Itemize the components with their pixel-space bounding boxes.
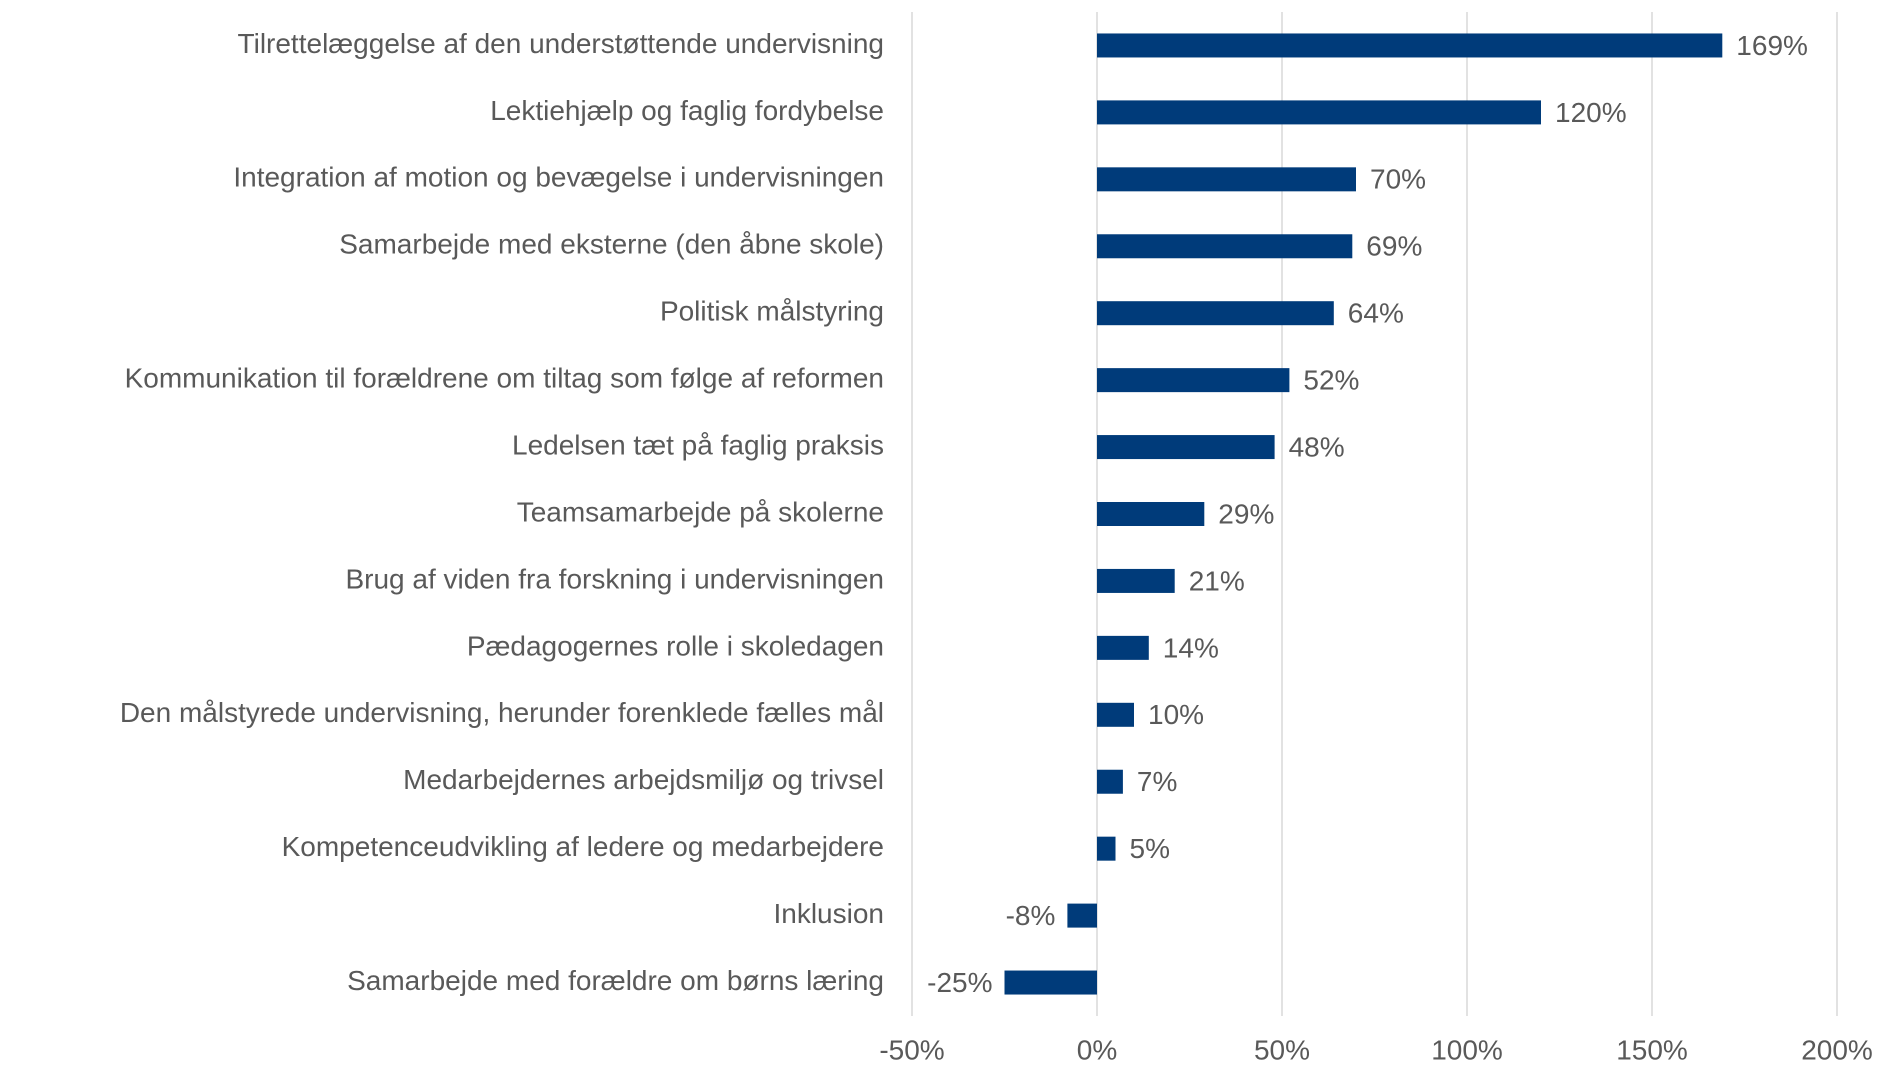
- value-label: 14%: [1163, 632, 1219, 663]
- value-label: 52%: [1303, 365, 1359, 396]
- y-tick-label: Tilrettelæggelse af den understøttende u…: [238, 28, 884, 59]
- bar: [1097, 769, 1123, 794]
- bar: [1097, 635, 1149, 660]
- y-tick-label: Lektiehjælp og faglig fordybelse: [490, 95, 884, 126]
- value-label: 69%: [1366, 231, 1422, 262]
- y-tick-label: Politisk målstyring: [660, 296, 884, 327]
- y-tick-label: Ledelsen tæt på faglig praksis: [512, 429, 884, 460]
- y-tick-label: Medarbejdernes arbejdsmiljø og trivsel: [403, 764, 884, 795]
- x-tick-label: 50%: [1254, 1034, 1310, 1065]
- bar: [1097, 234, 1353, 259]
- y-tick-label: Samarbejde med forældre om børns læring: [347, 965, 884, 996]
- y-tick-label: Kompetenceudvikling af ledere og medarbe…: [282, 831, 884, 862]
- bar: [1097, 702, 1134, 727]
- y-tick-label: Samarbejde med eksterne (den åbne skole): [339, 229, 884, 260]
- bar: [1097, 836, 1116, 861]
- value-label: 10%: [1148, 699, 1204, 730]
- value-label: -8%: [1006, 900, 1056, 931]
- bar: [1097, 368, 1290, 393]
- y-tick-label: Teamsamarbejde på skolerne: [517, 496, 884, 527]
- value-label: 120%: [1555, 97, 1627, 128]
- bar: [1097, 167, 1356, 192]
- value-label: 7%: [1137, 766, 1177, 797]
- value-label: 48%: [1289, 431, 1345, 462]
- value-label: 70%: [1370, 164, 1426, 195]
- y-tick-label: Pædagogernes rolle i skoledagen: [467, 630, 884, 661]
- y-tick-label: Brug af viden fra forskning i undervisni…: [345, 563, 884, 594]
- bar: [1097, 435, 1275, 460]
- bar: [1097, 301, 1334, 326]
- y-tick-label: Integration af motion og bevægelse i und…: [233, 162, 884, 193]
- x-tick-label: 150%: [1616, 1034, 1688, 1065]
- y-tick-label: Kommunikation til forældrene om tiltag s…: [125, 363, 884, 394]
- value-label: -25%: [927, 967, 992, 998]
- bar: [1004, 970, 1097, 995]
- value-label: 64%: [1348, 298, 1404, 329]
- x-tick-label: -50%: [879, 1034, 944, 1065]
- x-tick-label: 200%: [1801, 1034, 1873, 1065]
- y-tick-label: Inklusion: [773, 898, 884, 929]
- value-label: 29%: [1218, 498, 1274, 529]
- value-label: 21%: [1189, 565, 1245, 596]
- bar: [1097, 33, 1723, 58]
- bar: [1097, 502, 1205, 526]
- bar: [1067, 903, 1097, 928]
- value-label: 5%: [1130, 833, 1170, 864]
- x-tick-label: 0%: [1077, 1034, 1117, 1065]
- y-tick-label: Den målstyrede undervisning, herunder fo…: [120, 697, 884, 728]
- value-label: 169%: [1736, 30, 1808, 61]
- x-tick-label: 100%: [1431, 1034, 1503, 1065]
- bar: [1097, 100, 1541, 125]
- bar: [1097, 568, 1175, 593]
